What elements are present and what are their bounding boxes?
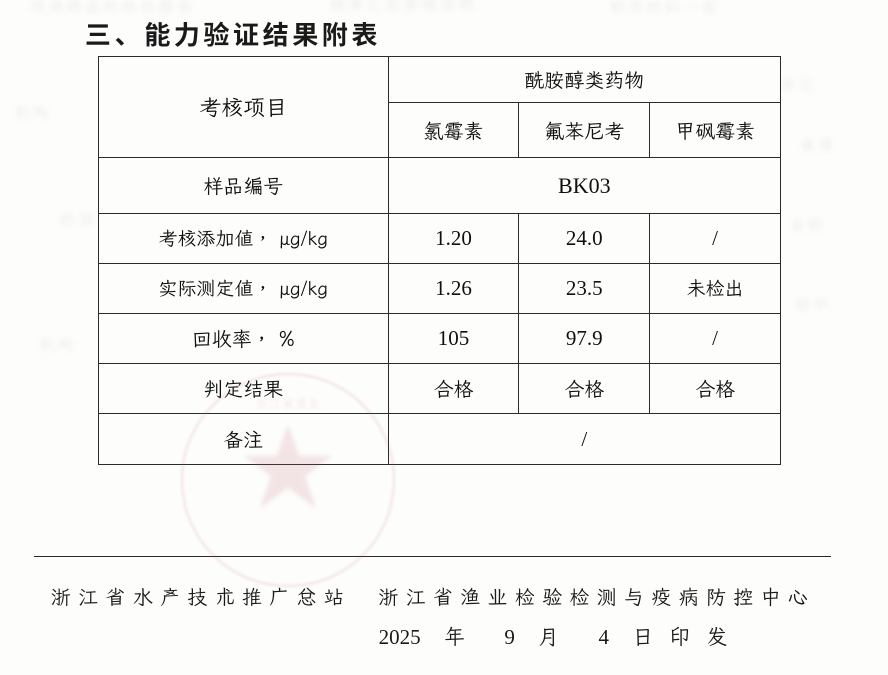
svg-text:浙 江: 浙 江 — [780, 74, 813, 95]
svg-text:附 件 材 料 一 览: 附 件 材 料 一 览 — [610, 0, 717, 18]
svg-text:结 果 汇 总 表 格 说 明: 结 果 汇 总 表 格 说 明 — [330, 0, 474, 15]
svg-text:省 渔: 省 渔 — [800, 134, 833, 155]
svg-text:业 检: 业 检 — [790, 214, 823, 235]
svg-text:机 构: 机 构 — [40, 334, 73, 355]
svg-text:验 中: 验 中 — [795, 294, 828, 315]
svg-text:检 测: 检 测 — [60, 209, 93, 230]
svg-text:机 构: 机 构 — [15, 102, 48, 123]
